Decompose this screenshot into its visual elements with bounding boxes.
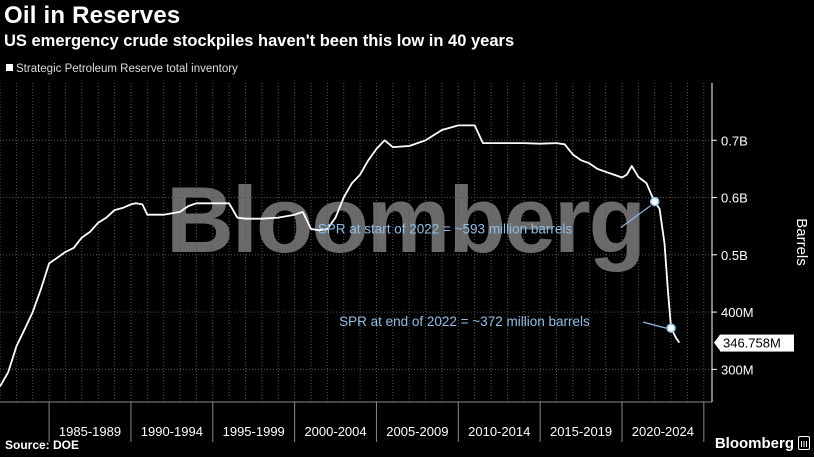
annotation-end-2022: SPR at end of 2022 = ~372 million barrel… xyxy=(339,314,590,329)
source-note: Source: DOE xyxy=(5,438,80,452)
annotation-start-2022: SPR at start of 2022 = ~593 million barr… xyxy=(318,222,573,237)
x-tick-label: 2005-2009 xyxy=(386,424,448,439)
x-tick-label: 2010-2014 xyxy=(468,424,530,439)
y-tick-label: 300M xyxy=(721,362,754,377)
axes: 300M 400M 0.5B 0.6B 0.7B 1985-1989 1990-1994 19… xyxy=(0,83,810,442)
x-tick-label: 2020-2024 xyxy=(632,424,694,439)
x-tick-label: 2000-2004 xyxy=(304,424,366,439)
last-value-pointer xyxy=(714,334,720,351)
last-value-box xyxy=(720,334,794,352)
y-tick-label: 0.5B xyxy=(721,248,748,263)
series-layer: 346.758M xyxy=(0,124,794,387)
legend-swatch xyxy=(6,64,13,71)
chart-subtitle: US emergency crude stockpiles haven't be… xyxy=(4,32,515,50)
spr-inventory-line xyxy=(0,124,681,387)
x-tick-label: 2015-2019 xyxy=(550,424,612,439)
brand-text: Bloomberg xyxy=(714,435,794,452)
annotation-end-2022-marker xyxy=(666,323,676,333)
y-tick-label: 0.6B xyxy=(721,191,748,206)
annotation-start-2022-leader xyxy=(620,205,652,229)
y-axis-title: Barrels xyxy=(793,218,810,266)
annotation-end-2022-leader xyxy=(642,321,667,329)
x-tick-label: 1990-1994 xyxy=(141,424,203,439)
y-tick-label: 0.7B xyxy=(721,133,748,148)
legend: Strategic Petroleum Reserve total invent… xyxy=(6,63,238,75)
chart-app-icon xyxy=(798,436,810,450)
last-value-label: 346.758M xyxy=(723,336,781,351)
gridlines xyxy=(0,83,712,402)
x-tick-label: 1985-1989 xyxy=(59,424,121,439)
annotations: SPR at start of 2022 = ~593 million barr… xyxy=(318,196,676,333)
brand-logo: Bloomberg xyxy=(715,435,810,452)
chart-title: Oil in Reserves xyxy=(4,2,181,29)
y-tick-label: 400M xyxy=(721,305,754,320)
legend-label: Strategic Petroleum Reserve total invent… xyxy=(16,63,238,75)
annotation-start-2022-marker xyxy=(649,196,660,207)
x-tick-label: 1995-1999 xyxy=(223,424,285,439)
watermark: Bloomberg xyxy=(166,167,644,272)
